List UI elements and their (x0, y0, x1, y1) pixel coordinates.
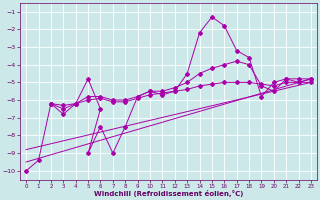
X-axis label: Windchill (Refroidissement éolien,°C): Windchill (Refroidissement éolien,°C) (94, 190, 243, 197)
